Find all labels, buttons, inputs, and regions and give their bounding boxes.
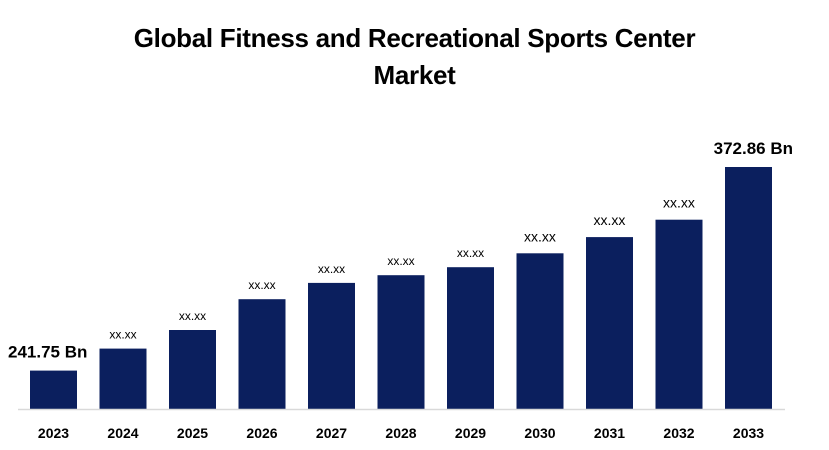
bar-2032 — [655, 219, 703, 409]
x-tick-label-2023: 2023 — [38, 425, 69, 441]
x-tick-label-2027: 2027 — [316, 425, 347, 441]
bar-2024 — [99, 348, 147, 409]
bar-2030 — [516, 253, 564, 409]
data-labels-group: 241.75 Bn xx.xx xx.xx xx.xx xx.xx xx.xx xx.xx x… — [8, 139, 793, 362]
data-label-2026: xx.xx — [248, 278, 275, 292]
data-label-2023: 241.75 Bn — [8, 343, 87, 362]
x-tick-label-2033: 2033 — [733, 425, 764, 441]
bar-2031 — [586, 237, 633, 409]
chart-title: Global Fitness and Recreational Sports C… — [0, 20, 829, 94]
x-tick-label-2029: 2029 — [455, 425, 486, 441]
data-label-2030: xx.xx — [524, 228, 556, 244]
data-label-2033: 372.86 Bn — [714, 139, 793, 158]
bars-group — [30, 167, 772, 409]
x-tick-label-2031: 2031 — [594, 425, 625, 441]
data-label-2024: xx.xx — [109, 328, 136, 342]
chart-title-line-2: Market — [373, 60, 456, 90]
x-tick-label-2028: 2028 — [385, 425, 416, 441]
data-label-2028: xx.xx — [387, 254, 414, 268]
data-label-2027: xx.xx — [318, 262, 345, 276]
data-label-2031: xx.xx — [594, 212, 626, 228]
x-tick-label-2030: 2030 — [524, 425, 555, 441]
x-tick-label-2026: 2026 — [246, 425, 277, 441]
bar-2026 — [238, 299, 286, 409]
bar-2023 — [30, 370, 77, 409]
bar-2033 — [725, 167, 772, 409]
bar-2028 — [377, 275, 425, 409]
chart-title-line-1: Global Fitness and Recreational Sports C… — [133, 23, 696, 53]
data-label-2025: xx.xx — [179, 309, 206, 323]
x-tick-label-2024: 2024 — [107, 425, 138, 441]
x-tick-labels-group: 2023 2024 2025 2026 2027 2028 2029 2030 2031 2032… — [38, 425, 764, 441]
data-label-2032: xx.xx — [663, 195, 695, 211]
x-tick-label-2025: 2025 — [177, 425, 208, 441]
data-label-2029: xx.xx — [457, 246, 484, 260]
bar-2025 — [169, 330, 216, 409]
bar-2029 — [447, 267, 494, 409]
x-tick-label-2032: 2032 — [663, 425, 694, 441]
bar-2027 — [308, 282, 355, 409]
